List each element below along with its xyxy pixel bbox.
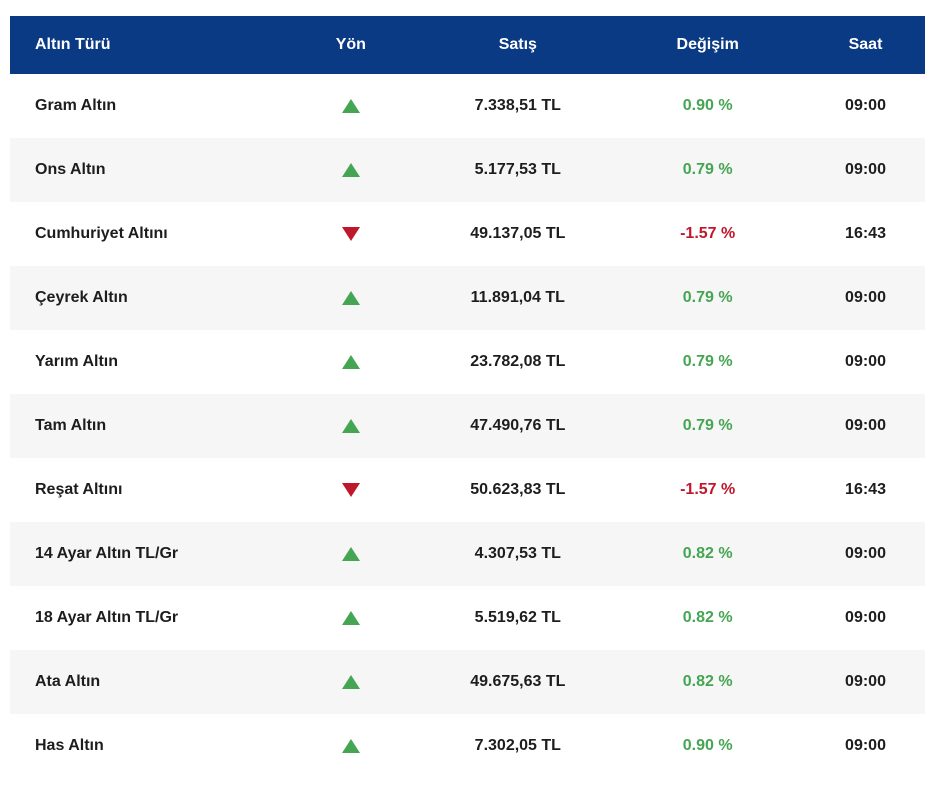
header-price: Satış (426, 16, 610, 74)
change-value: 0.82 % (609, 650, 807, 714)
gold-type-label: Ata Altın (10, 650, 276, 714)
change-value: 0.82 % (609, 586, 807, 650)
price-value: 49.675,63 TL (426, 650, 610, 714)
gold-type-label: Cumhuriyet Altını (10, 202, 276, 266)
table-row[interactable]: Reşat Altını 50.623,83 TL -1.57 % 16:43 (10, 458, 925, 522)
direction-cell (275, 138, 427, 202)
direction-cell (275, 394, 427, 458)
table-row[interactable]: Ons Altın 5.177,53 TL 0.79 % 09:00 (10, 138, 925, 202)
time-value: 09:00 (806, 330, 925, 394)
change-value: 0.90 % (609, 74, 807, 138)
gold-type-label: Reşat Altını (10, 458, 276, 522)
price-value: 7.338,51 TL (426, 74, 610, 138)
up-triangle-icon (341, 610, 360, 625)
price-value: 7.302,05 TL (426, 714, 610, 778)
down-triangle-icon (341, 482, 360, 497)
change-value: 0.79 % (609, 138, 807, 202)
up-triangle-icon (341, 418, 360, 433)
gold-type-label: 14 Ayar Altın TL/Gr (10, 522, 276, 586)
up-triangle-icon (341, 98, 360, 113)
change-value: 0.79 % (609, 330, 807, 394)
time-value: 16:43 (806, 202, 925, 266)
table-row[interactable]: 14 Ayar Altın TL/Gr 4.307,53 TL 0.82 % 0… (10, 522, 925, 586)
time-value: 09:00 (806, 650, 925, 714)
time-value: 09:00 (806, 714, 925, 778)
header-gold-type: Altın Türü (10, 16, 276, 74)
down-triangle-icon (341, 226, 360, 241)
header-change: Değişim (609, 16, 807, 74)
gold-prices-table-grid: Altın Türü Yön Satış Değişim Saat Gram A… (10, 16, 925, 778)
change-value: 0.79 % (609, 266, 807, 330)
time-value: 09:00 (806, 394, 925, 458)
direction-cell (275, 266, 427, 330)
gold-type-label: Çeyrek Altın (10, 266, 276, 330)
gold-type-label: 18 Ayar Altın TL/Gr (10, 586, 276, 650)
gold-type-label: Yarım Altın (10, 330, 276, 394)
direction-cell (275, 458, 427, 522)
time-value: 09:00 (806, 74, 925, 138)
price-value: 11.891,04 TL (426, 266, 610, 330)
table-row[interactable]: Çeyrek Altın 11.891,04 TL 0.79 % 09:00 (10, 266, 925, 330)
table-row[interactable]: Has Altın 7.302,05 TL 0.90 % 09:00 (10, 714, 925, 778)
direction-cell (275, 330, 427, 394)
direction-cell (275, 522, 427, 586)
price-value: 5.177,53 TL (426, 138, 610, 202)
up-triangle-icon (341, 546, 360, 561)
price-value: 50.623,83 TL (426, 458, 610, 522)
up-triangle-icon (341, 738, 360, 753)
gold-type-label: Gram Altın (10, 74, 276, 138)
change-value: 0.82 % (609, 522, 807, 586)
gold-type-label: Has Altın (10, 714, 276, 778)
up-triangle-icon (341, 290, 360, 305)
direction-cell (275, 586, 427, 650)
time-value: 09:00 (806, 138, 925, 202)
table-row[interactable]: Gram Altın 7.338,51 TL 0.90 % 09:00 (10, 74, 925, 138)
time-value: 09:00 (806, 266, 925, 330)
direction-cell (275, 202, 427, 266)
change-value: 0.90 % (609, 714, 807, 778)
price-value: 47.490,76 TL (426, 394, 610, 458)
up-triangle-icon (341, 354, 360, 369)
time-value: 09:00 (806, 586, 925, 650)
direction-cell (275, 74, 427, 138)
table-row[interactable]: 18 Ayar Altın TL/Gr 5.519,62 TL 0.82 % 0… (10, 586, 925, 650)
change-value: -1.57 % (609, 458, 807, 522)
direction-cell (275, 714, 427, 778)
price-value: 4.307,53 TL (426, 522, 610, 586)
time-value: 09:00 (806, 522, 925, 586)
gold-type-label: Ons Altın (10, 138, 276, 202)
header-direction: Yön (275, 16, 427, 74)
table-row[interactable]: Tam Altın 47.490,76 TL 0.79 % 09:00 (10, 394, 925, 458)
table-row[interactable]: Yarım Altın 23.782,08 TL 0.79 % 09:00 (10, 330, 925, 394)
up-triangle-icon (341, 162, 360, 177)
gold-prices-table: Altın Türü Yön Satış Değişim Saat Gram A… (10, 16, 925, 778)
price-value: 23.782,08 TL (426, 330, 610, 394)
table-row[interactable]: Cumhuriyet Altını 49.137,05 TL -1.57 % 1… (10, 202, 925, 266)
gold-type-label: Tam Altın (10, 394, 276, 458)
time-value: 16:43 (806, 458, 925, 522)
table-row[interactable]: Ata Altın 49.675,63 TL 0.82 % 09:00 (10, 650, 925, 714)
table-header-row: Altın Türü Yön Satış Değişim Saat (10, 16, 925, 74)
change-value: 0.79 % (609, 394, 807, 458)
change-value: -1.57 % (609, 202, 807, 266)
price-value: 49.137,05 TL (426, 202, 610, 266)
price-value: 5.519,62 TL (426, 586, 610, 650)
up-triangle-icon (341, 674, 360, 689)
header-time: Saat (806, 16, 925, 74)
direction-cell (275, 650, 427, 714)
